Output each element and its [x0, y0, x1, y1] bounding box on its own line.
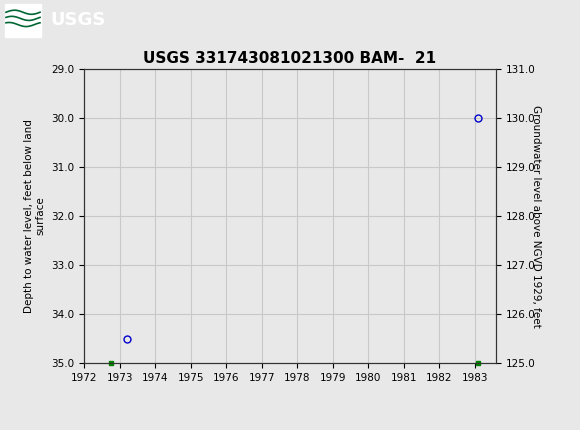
Text: USGS 331743081021300 BAM-  21: USGS 331743081021300 BAM- 21	[143, 51, 437, 65]
Text: USGS: USGS	[50, 12, 106, 29]
Y-axis label: Groundwater level above NGVD 1929, feet: Groundwater level above NGVD 1929, feet	[531, 104, 541, 328]
Y-axis label: Depth to water level, feet below land
surface: Depth to water level, feet below land su…	[24, 119, 46, 313]
Bar	[5, 4, 41, 37]
